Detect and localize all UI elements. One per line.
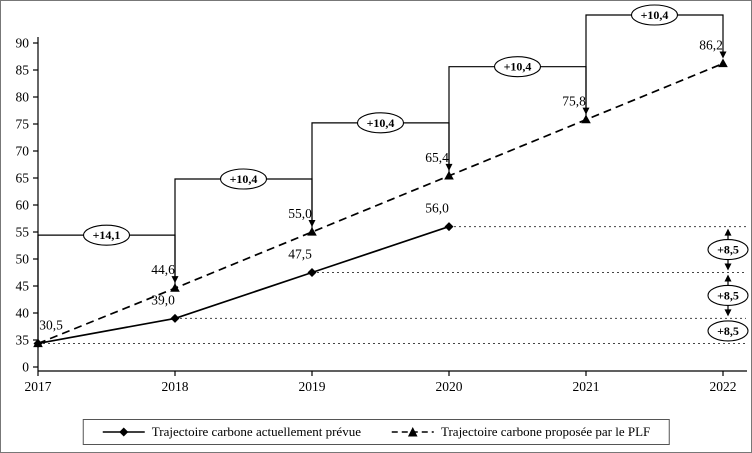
y-tick-label: 70 bbox=[16, 144, 30, 159]
arrowhead-icon bbox=[724, 274, 732, 282]
diamond-marker-icon bbox=[444, 222, 454, 232]
annotation-oval bbox=[707, 239, 749, 261]
y-tick-label: 65 bbox=[16, 171, 30, 186]
annotation-oval bbox=[630, 4, 679, 26]
annotation-oval bbox=[707, 284, 749, 307]
triangle-marker-icon bbox=[444, 170, 454, 180]
arrowhead-icon bbox=[724, 228, 732, 236]
annotation-oval-label: +8,5 bbox=[717, 324, 739, 338]
triangle-marker-icon bbox=[581, 114, 591, 124]
annotation-oval-label: +10,4 bbox=[367, 116, 395, 130]
annotation-oval bbox=[493, 56, 542, 78]
dotted-level-lines bbox=[38, 226, 746, 344]
x-tick-label: 2017 bbox=[25, 379, 52, 394]
bracket-line bbox=[585, 14, 724, 117]
annotation-oval-label: +8,5 bbox=[717, 243, 739, 257]
annotation-oval bbox=[82, 224, 131, 246]
data-label: 75,8 bbox=[562, 94, 586, 109]
arrowhead-icon bbox=[724, 263, 732, 271]
bracket-line bbox=[448, 66, 587, 173]
series-solid: 30,5 39,0 47,5 56,0 bbox=[33, 201, 454, 348]
bracket-line bbox=[174, 178, 313, 286]
y-tick-label: 45 bbox=[16, 279, 30, 294]
data-label: 30,5 bbox=[39, 317, 63, 332]
arrowhead-icon bbox=[719, 51, 727, 59]
dashed-triangle-marker-icon bbox=[391, 427, 434, 437]
triangle-marker-icon bbox=[170, 283, 180, 292]
data-label: 44,6 bbox=[151, 262, 175, 277]
data-label: 56,0 bbox=[425, 201, 449, 216]
annotation-oval bbox=[356, 112, 405, 134]
x-tick-label: 2018 bbox=[162, 379, 189, 394]
y-tick-label: 40 bbox=[16, 306, 30, 321]
data-label: 86,2 bbox=[699, 38, 723, 53]
y-tick-label: 75 bbox=[16, 117, 30, 132]
annotation-oval-label: +14,1 bbox=[93, 228, 121, 242]
y-tick-label: 80 bbox=[16, 90, 30, 105]
arrowhead-icon bbox=[724, 309, 732, 317]
diamond-marker-icon bbox=[307, 268, 317, 277]
x-tick-label: 2021 bbox=[573, 379, 600, 394]
legend-label-current: Trajectoire carbone actuellement prévue bbox=[151, 424, 361, 439]
series-line bbox=[37, 62, 724, 345]
y-tick-label: 50 bbox=[16, 252, 30, 267]
increment-stack: +8,5 +8,5 +8,5 bbox=[707, 228, 749, 342]
triangle-marker-icon bbox=[307, 227, 317, 236]
y-tick-label: 55 bbox=[16, 225, 30, 240]
annotation-oval-label: +10,4 bbox=[641, 8, 669, 22]
triangle-marker-icon bbox=[33, 338, 43, 348]
legend-entry-current: Trajectoire carbone actuellement prévue bbox=[102, 424, 361, 440]
series-line bbox=[37, 225, 450, 345]
legend-label-plf: Trajectoire carbone proposée par le PLF bbox=[440, 424, 651, 439]
y-tick-label: 35 bbox=[16, 333, 30, 348]
annotation-oval bbox=[219, 168, 268, 190]
data-label: 39,0 bbox=[151, 292, 175, 307]
x-tick-label: 2019 bbox=[299, 379, 326, 394]
y-tick-label: 0 bbox=[22, 360, 29, 375]
solid-diamond-marker-icon bbox=[102, 427, 145, 437]
y-tick-label: 85 bbox=[16, 63, 30, 78]
y-tick-label: 60 bbox=[16, 198, 30, 213]
step-brackets bbox=[37, 14, 727, 341]
axes bbox=[33, 37, 747, 376]
x-tick-label: 2020 bbox=[436, 379, 463, 394]
data-label: 65,4 bbox=[425, 150, 449, 165]
data-label: 55,0 bbox=[288, 206, 312, 221]
annotation-oval bbox=[707, 320, 749, 342]
series-dashed: 44,6 55,0 65,4 75,8 86,2 bbox=[33, 38, 728, 348]
axis-labels: 90 85 80 75 70 65 60 55 50 45 40 35 0 2017 2018 2019 202… bbox=[16, 36, 737, 395]
diamond-marker-icon bbox=[170, 313, 180, 323]
x-tick-label: 2022 bbox=[710, 379, 737, 394]
data-label: 47,5 bbox=[288, 247, 312, 262]
annotation-oval-label: +10,4 bbox=[230, 172, 258, 186]
legend-entry-plf: Trajectoire carbone proposée par le PLF bbox=[391, 424, 650, 440]
annotation-oval-label: +10,4 bbox=[504, 60, 532, 74]
y-tick-label: 90 bbox=[16, 36, 30, 51]
triangle-marker-icon bbox=[718, 58, 728, 68]
chart-legend: Trajectoire carbone actuellement prévue … bbox=[82, 419, 670, 445]
annotation-oval-label: +8,5 bbox=[717, 288, 739, 302]
